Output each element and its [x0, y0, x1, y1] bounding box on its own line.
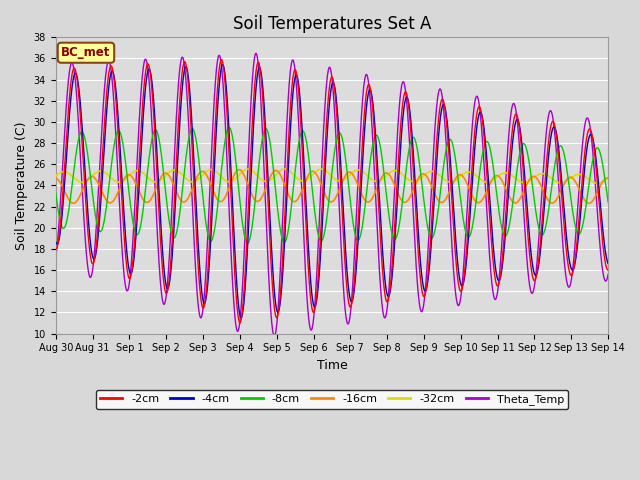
Y-axis label: Soil Temperature (C): Soil Temperature (C)	[15, 121, 28, 250]
Legend: -2cm, -4cm, -8cm, -16cm, -32cm, Theta_Temp: -2cm, -4cm, -8cm, -16cm, -32cm, Theta_Te…	[95, 390, 568, 409]
Title: Soil Temperatures Set A: Soil Temperatures Set A	[233, 15, 431, 33]
X-axis label: Time: Time	[317, 359, 348, 372]
Text: BC_met: BC_met	[61, 46, 111, 59]
